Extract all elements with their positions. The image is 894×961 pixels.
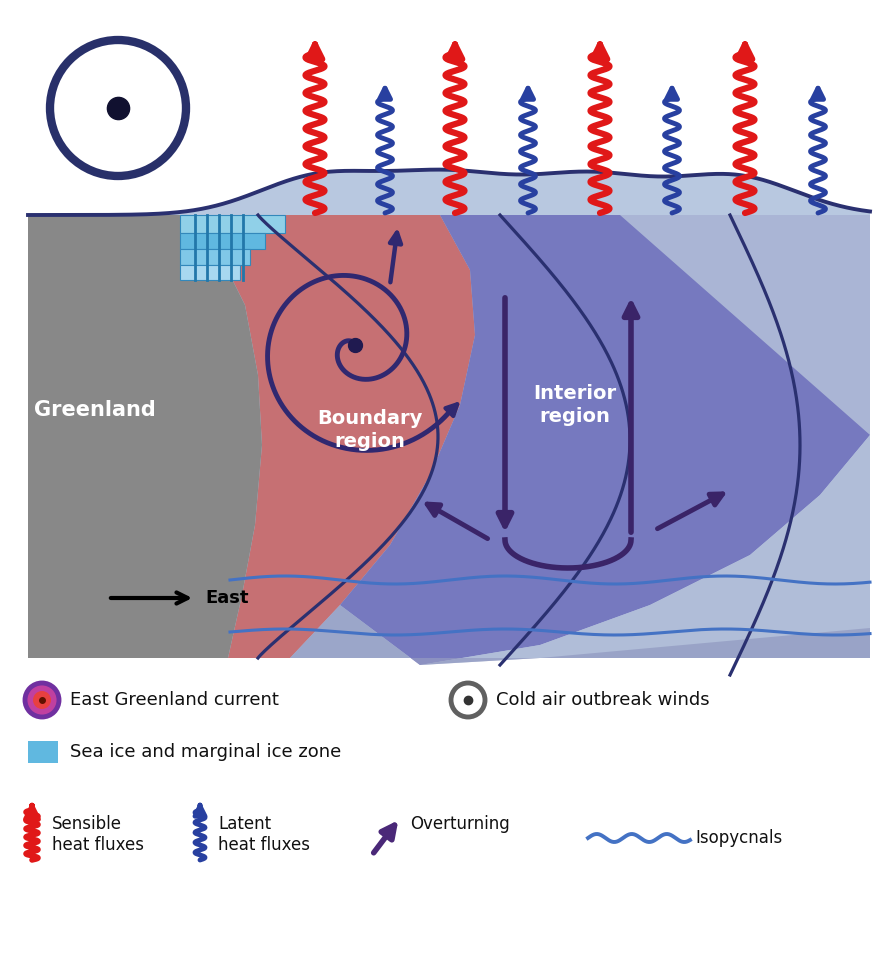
- Polygon shape: [28, 215, 262, 658]
- Polygon shape: [180, 249, 250, 265]
- Text: Boundary
region: Boundary region: [317, 408, 423, 452]
- Polygon shape: [180, 215, 285, 233]
- Polygon shape: [340, 215, 870, 665]
- FancyArrow shape: [28, 741, 58, 763]
- Text: Interior
region: Interior region: [534, 383, 617, 427]
- Text: Sensible
heat fluxes: Sensible heat fluxes: [52, 815, 144, 853]
- Text: East Greenland current: East Greenland current: [70, 691, 279, 709]
- Circle shape: [33, 691, 51, 709]
- Text: Greenland: Greenland: [34, 400, 156, 420]
- Polygon shape: [180, 215, 475, 658]
- Text: Overturning: Overturning: [410, 815, 510, 833]
- Polygon shape: [228, 605, 870, 665]
- Polygon shape: [180, 233, 265, 249]
- Polygon shape: [180, 265, 240, 280]
- Polygon shape: [420, 215, 870, 665]
- Text: East: East: [205, 589, 249, 607]
- Text: Cold air outbreak winds: Cold air outbreak winds: [496, 691, 710, 709]
- Circle shape: [25, 683, 59, 717]
- Polygon shape: [28, 169, 870, 658]
- Text: Sea ice and marginal ice zone: Sea ice and marginal ice zone: [70, 743, 342, 761]
- Text: Isopycnals: Isopycnals: [695, 829, 782, 847]
- Text: Latent
heat fluxes: Latent heat fluxes: [218, 815, 310, 853]
